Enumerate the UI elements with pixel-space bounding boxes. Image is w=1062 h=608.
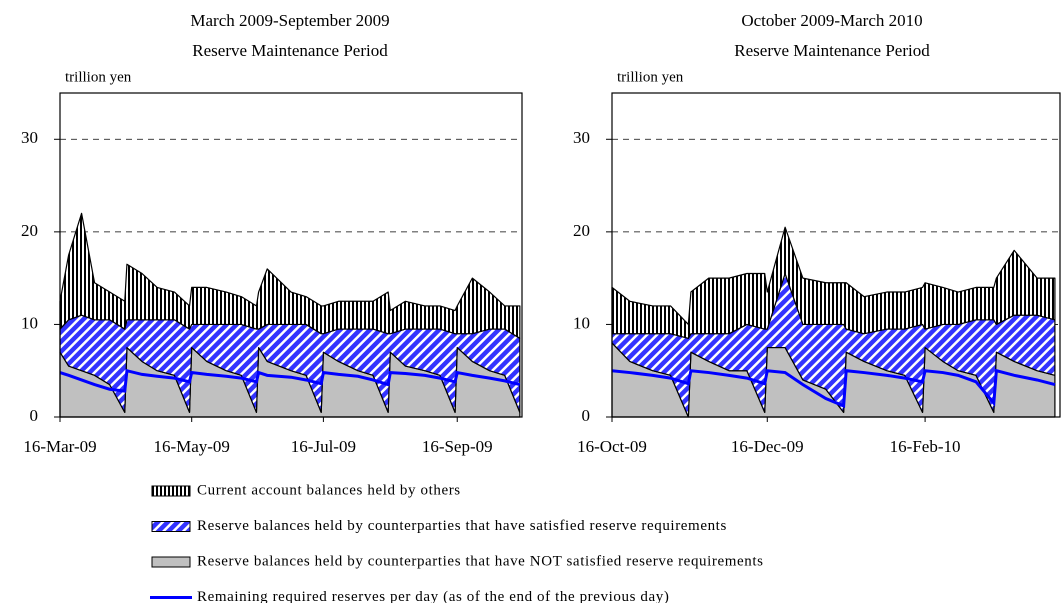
- legend-label: Reserve balances held by counterparties …: [197, 553, 764, 569]
- legend-label: Reserve balances held by counterparties …: [197, 518, 727, 534]
- area-2: [59, 212, 521, 339]
- y-tick-label: 10: [573, 313, 590, 332]
- y-axis-label: trillion yen: [65, 69, 132, 85]
- x-tick-label: 16-Sep-09: [422, 437, 493, 456]
- y-tick-label: 20: [573, 221, 590, 240]
- chart-subtitle: Reserve Maintenance Period: [734, 41, 930, 60]
- legend-label: Current account balances held by others: [197, 482, 461, 498]
- chart-title: March 2009-September 2009: [190, 11, 389, 30]
- x-tick-label: 16-Jul-09: [291, 437, 356, 456]
- y-tick-label: 20: [21, 221, 38, 240]
- x-tick-label: 16-Mar-09: [23, 437, 96, 456]
- y-tick-label: 0: [30, 406, 39, 425]
- x-tick-label: 16-Dec-09: [731, 437, 804, 456]
- y-tick-label: 30: [21, 128, 38, 147]
- plot-frame: [611, 92, 1061, 418]
- y-tick-label: 0: [582, 406, 591, 425]
- x-tick-label: 16-Oct-09: [577, 437, 647, 456]
- line-3: [59, 368, 521, 393]
- chart-subtitle: Reserve Maintenance Period: [192, 41, 388, 60]
- y-tick-label: 30: [573, 128, 590, 147]
- chart-title: October 2009-March 2010: [741, 11, 922, 30]
- legend-label: Remaining required reserves per day (as …: [197, 589, 669, 603]
- x-tick-label: 16-Feb-10: [890, 437, 961, 456]
- legend-swatch: [151, 556, 191, 568]
- y-tick-label: 10: [21, 313, 38, 332]
- y-axis-label: trillion yen: [617, 69, 684, 85]
- area-2: [611, 226, 1056, 339]
- plot-frame: [59, 92, 523, 418]
- legend-swatch: [151, 485, 191, 497]
- line-3: [611, 368, 1056, 409]
- legend: Current account balances held by others R…: [150, 482, 764, 605]
- x-tick-label: 16-May-09: [153, 437, 229, 456]
- legend-swatch: [151, 521, 191, 532]
